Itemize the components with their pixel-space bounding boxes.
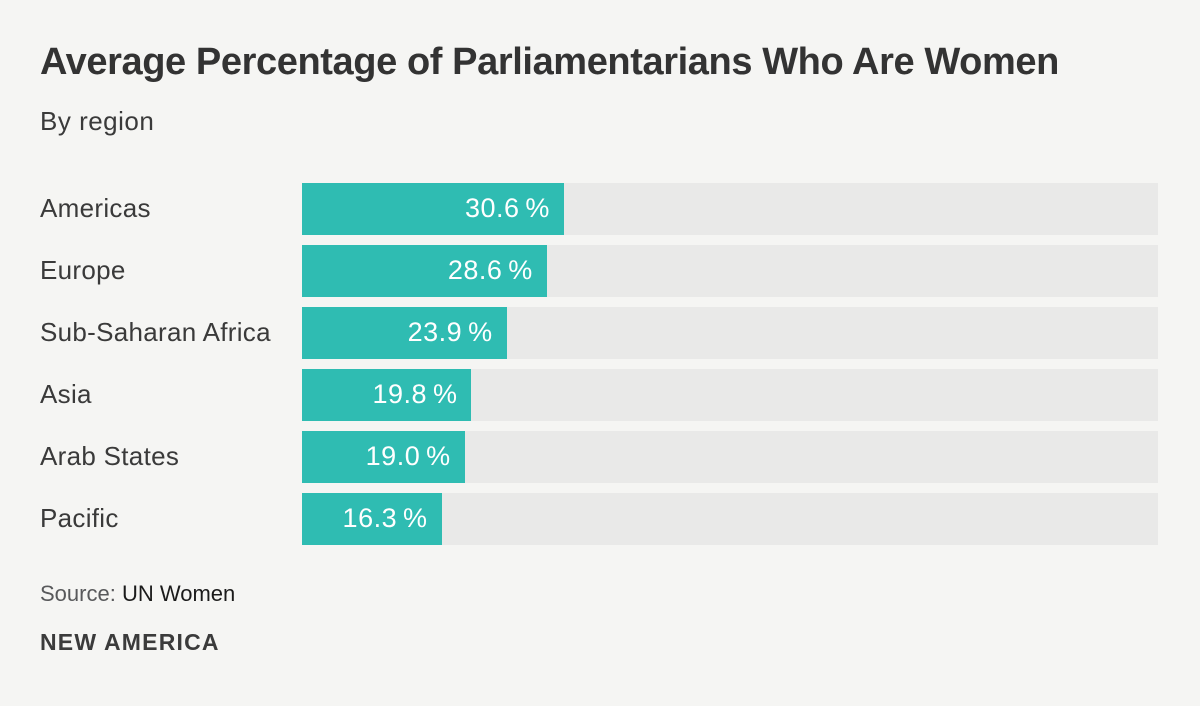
- region-label: Europe: [40, 255, 126, 286]
- chart-row: Sub-Saharan Africa 23.9 %: [40, 306, 1158, 359]
- bar: 30.6 %: [302, 182, 564, 235]
- region-label: Asia: [40, 379, 92, 410]
- bar-track: 30.6 %: [302, 182, 1158, 235]
- source-line: Source: UN Women: [40, 581, 1158, 607]
- source-value: UN Women: [121, 580, 236, 606]
- new-america-wordmark: NEW AMERICA: [40, 629, 220, 656]
- chart-row: Europe 28.6 %: [40, 244, 1158, 297]
- bar-value-label: 30.6 %: [464, 193, 550, 224]
- bar-track: 19.8 %: [302, 368, 1158, 421]
- region-label: Pacific: [40, 503, 119, 534]
- bar-chart: Americas 30.6 % Europe 28.6 % Sub-Saharan Af…: [40, 182, 1158, 545]
- bar: 23.9 %: [302, 306, 507, 359]
- chart-title: Average Percentage of Parliamentarians W…: [40, 41, 1059, 83]
- bar-value-label: 19.8 %: [372, 379, 458, 410]
- bar: 28.6 %: [302, 244, 547, 297]
- chart-row: Asia 19.8 %: [40, 368, 1158, 421]
- region-label: Arab States: [40, 441, 180, 472]
- chart-rows: Americas 30.6 % Europe 28.6 % Sub-Saharan Af…: [40, 182, 1158, 545]
- bar-value-label: 28.6 %: [447, 255, 533, 286]
- bar-value-label: 23.9 %: [407, 317, 493, 348]
- bar-track: 28.6 %: [302, 244, 1158, 297]
- source-label: Source:: [40, 580, 116, 606]
- chart-subtitle: By region: [40, 105, 155, 136]
- bar-track: 16.3 %: [302, 492, 1158, 545]
- chart-row: Arab States 19.0 %: [40, 430, 1158, 483]
- chart-row: Americas 30.6 %: [40, 182, 1158, 235]
- bar-track: 19.0 %: [302, 430, 1158, 483]
- chart-row: Pacific 16.3 %: [40, 492, 1158, 545]
- bar-value-label: 19.0 %: [365, 441, 451, 472]
- bar: 16.3 %: [302, 492, 442, 545]
- bar: 19.0 %: [302, 430, 465, 483]
- region-label: Americas: [40, 193, 151, 224]
- bar-track: 23.9 %: [302, 306, 1158, 359]
- bar: 19.8 %: [302, 368, 472, 421]
- bar-value-label: 16.3 %: [342, 503, 428, 534]
- region-label: Sub-Saharan Africa: [40, 317, 271, 348]
